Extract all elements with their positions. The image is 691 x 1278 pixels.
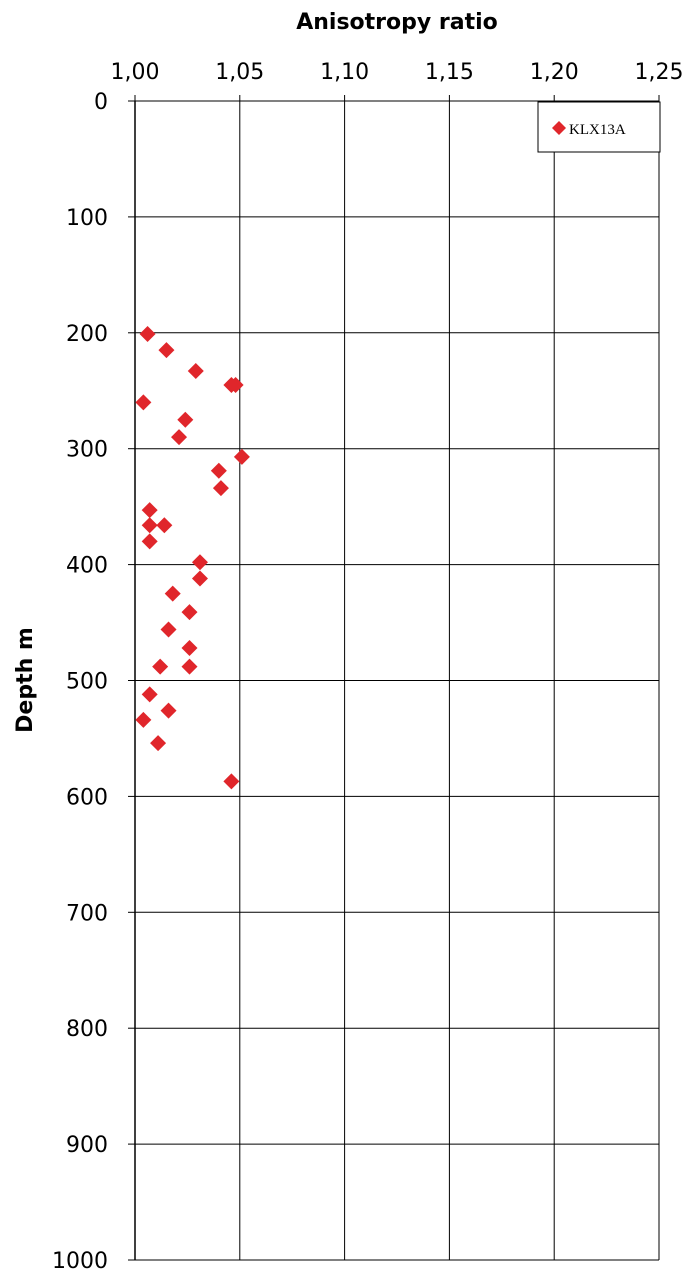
data-point: [160, 621, 177, 638]
y-tick-label: 100: [66, 206, 108, 231]
x-tick-label: 1,10: [320, 60, 369, 85]
data-point: [191, 554, 208, 571]
data-point: [227, 376, 244, 393]
data-point: [152, 658, 169, 675]
data-point: [158, 342, 175, 359]
data-point: [135, 711, 152, 728]
x-tick-label: 1,20: [530, 60, 579, 85]
y-tick-label: 800: [66, 1017, 108, 1042]
data-point: [141, 533, 158, 550]
data-point: [141, 686, 158, 703]
y-tick-label: 1000: [52, 1249, 108, 1274]
data-point: [181, 604, 198, 621]
data-point: [223, 773, 240, 790]
x-tick-label: 1,00: [111, 60, 160, 85]
tick-labels: 1,00 1,05 1,10 1,15 1,20 1,25 0 100 200 300 400 500…: [52, 60, 683, 1274]
data-point: [160, 702, 177, 719]
data-point: [150, 735, 167, 752]
data-point: [141, 502, 158, 519]
y-tick-label: 400: [66, 554, 108, 579]
x-tick-label: 1,15: [425, 60, 474, 85]
x-tick-label: 1,25: [635, 60, 684, 85]
data-point: [187, 363, 204, 380]
data-point: [139, 325, 156, 342]
y-tick-label: 300: [66, 438, 108, 463]
y-axis-title: Depth m: [13, 627, 38, 733]
x-tick-label: 1,05: [215, 60, 264, 85]
legend-label: KLX13A: [569, 122, 626, 138]
data-point: [233, 448, 250, 465]
data-point: [212, 480, 229, 497]
data-point: [135, 394, 152, 411]
data-point: [164, 585, 181, 602]
axes: [128, 95, 660, 1261]
data-point: [156, 517, 173, 534]
data-point: [177, 411, 194, 428]
data-point: [171, 429, 188, 446]
data-point: [210, 462, 227, 479]
y-tick-label: 600: [66, 785, 108, 810]
grid-lines: [135, 101, 660, 1261]
legend-marker: [552, 121, 566, 135]
data-points: [135, 325, 250, 790]
x-axis-title: Anisotropy ratio: [296, 10, 498, 35]
y-tick-label: 0: [94, 90, 108, 115]
y-tick-label: 700: [66, 901, 108, 926]
data-point: [141, 517, 158, 534]
y-tick-label: 500: [66, 670, 108, 695]
data-point: [191, 570, 208, 587]
y-tick-label: 900: [66, 1133, 108, 1158]
data-point: [181, 658, 198, 675]
legend: KLX13A: [537, 101, 661, 153]
data-point: [181, 640, 198, 657]
y-tick-label: 200: [66, 322, 108, 347]
